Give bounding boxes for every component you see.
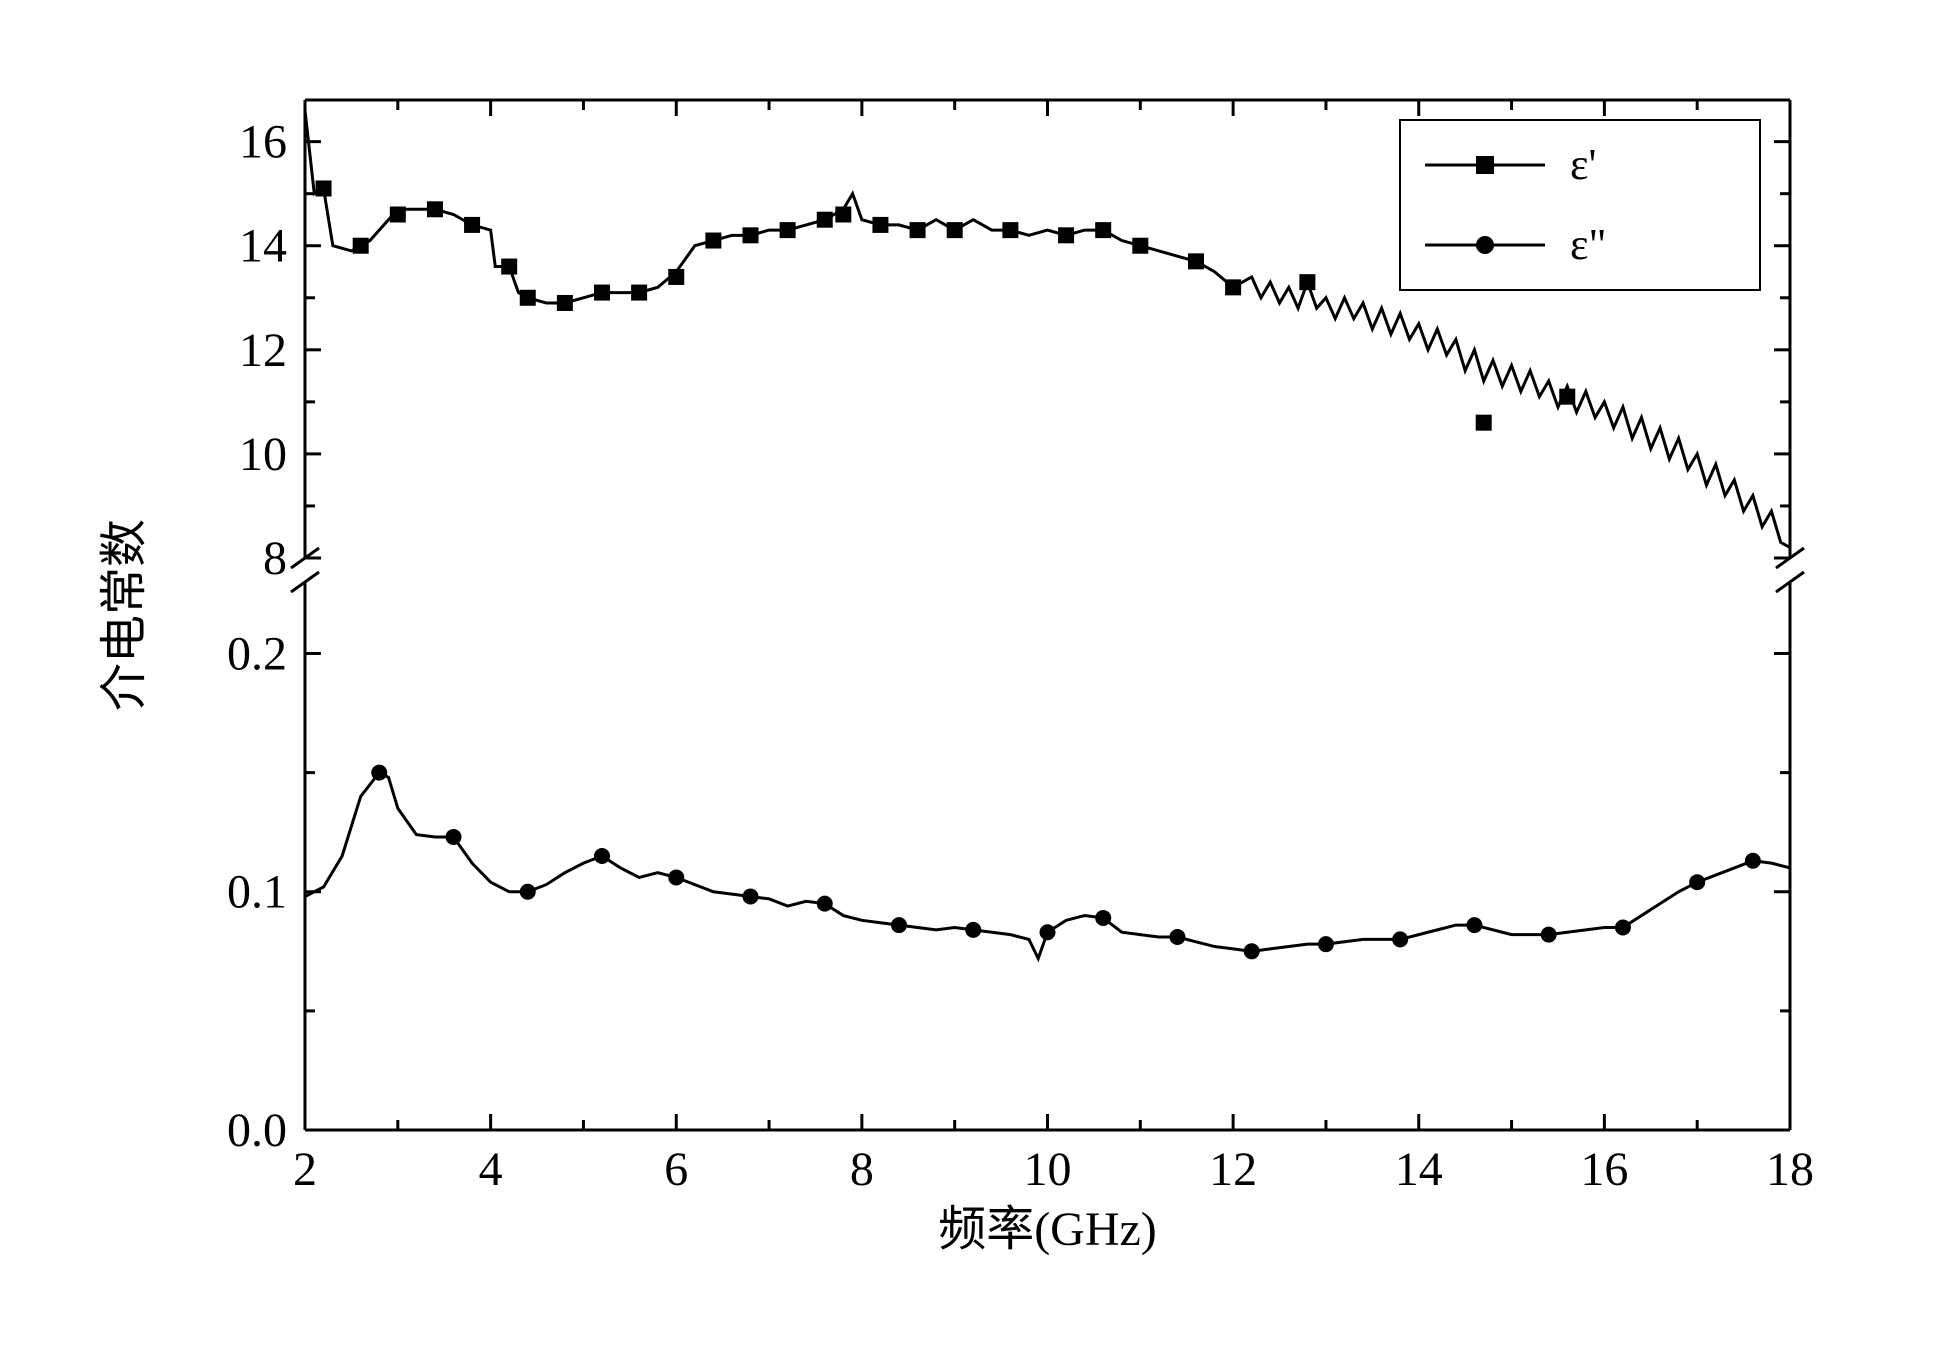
svg-text:4: 4 xyxy=(479,1143,503,1196)
svg-text:0.0: 0.0 xyxy=(227,1104,287,1157)
svg-text:8: 8 xyxy=(850,1143,874,1196)
chart-svg: 2 4 6 8 10 12 14 16 18 8 10 12 14 16 0.0 0.1 0.2 频率(GHz) 介… xyxy=(0,0,1937,1358)
svg-text:18: 18 xyxy=(1766,1143,1814,1196)
chart-container: 2 4 6 8 10 12 14 16 18 8 10 12 14 16 0.0 0.1 0.2 频率(GHz) 介… xyxy=(0,0,1937,1358)
svg-text:8: 8 xyxy=(263,532,287,585)
svg-text:ε": ε" xyxy=(1570,220,1606,269)
svg-text:14: 14 xyxy=(1395,1143,1443,1196)
svg-text:ε': ε' xyxy=(1570,140,1596,189)
svg-text:频率(GHz): 频率(GHz) xyxy=(938,1203,1157,1256)
svg-text:16: 16 xyxy=(1580,1143,1628,1196)
svg-text:12: 12 xyxy=(1209,1143,1257,1196)
svg-text:10: 10 xyxy=(239,428,287,481)
svg-text:10: 10 xyxy=(1024,1143,1072,1196)
svg-text:2: 2 xyxy=(293,1143,317,1196)
svg-text:14: 14 xyxy=(239,220,287,273)
svg-text:16: 16 xyxy=(239,116,287,169)
svg-text:12: 12 xyxy=(239,324,287,377)
svg-text:0.2: 0.2 xyxy=(227,627,287,680)
svg-text:6: 6 xyxy=(664,1143,688,1196)
svg-text:0.1: 0.1 xyxy=(227,866,287,919)
svg-text:介电常数: 介电常数 xyxy=(98,519,151,711)
